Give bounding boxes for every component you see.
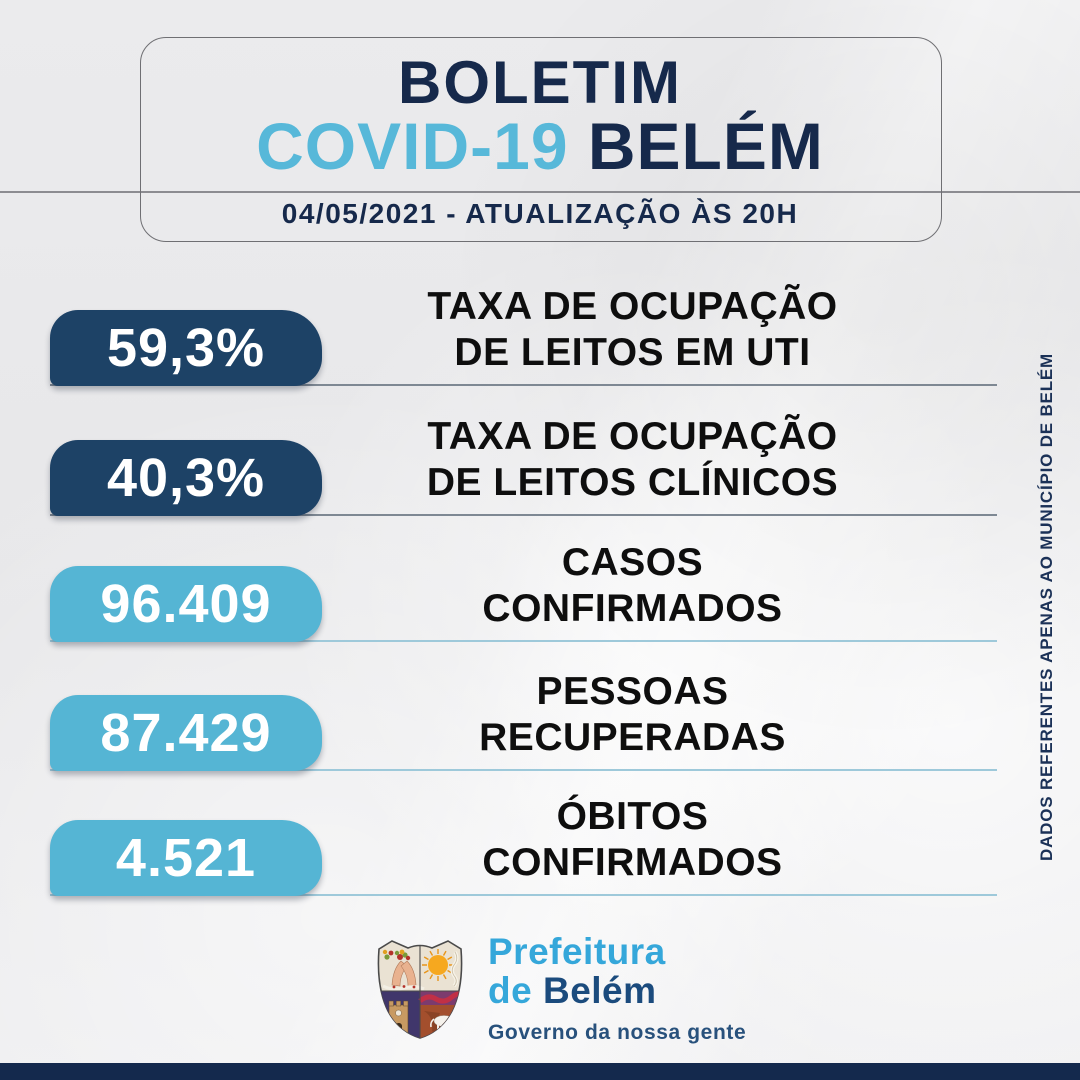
stat-label-line2: DE LEITOS EM UTI (454, 331, 811, 374)
stat-value-pill: 87.429 (50, 695, 322, 771)
footer: Prefeitura de Belém Governo da nossa gen… (0, 925, 1080, 1063)
stat-label-line2: CONFIRMADOS (482, 587, 783, 630)
belem-coat-of-arms-icon (377, 940, 463, 1039)
stat-value: 96.409 (100, 574, 272, 634)
title-covid: COVID-19 (256, 109, 569, 183)
bulletin-title: BOLETIM COVID-19 BELÉM (140, 37, 940, 180)
update-date: 04/05/2021 - ATUALIZAÇÃO ÀS 20H (281, 198, 799, 229)
stat-value-pill: 59,3% (50, 310, 322, 386)
stat-label-line2: RECUPERADAS (479, 716, 786, 759)
title-line2: COVID-19 BELÉM (140, 113, 940, 179)
bottom-navy-bar (0, 1063, 1080, 1080)
stat-row-recuperadas: 87.429 PESSOAS RECUPERADAS (0, 670, 1080, 795)
stat-value-pill: 4.521 (50, 820, 322, 896)
stat-label-line1: TAXA DE OCUPAÇÃO (427, 415, 838, 458)
side-note: DADOS REFERENTES APENAS AO MUNICÍPIO DE … (1037, 353, 1056, 861)
logo-slogan: Governo da nossa gente (488, 1021, 747, 1044)
stat-row-obitos: 4.521 ÓBITOS CONFIRMADOS (0, 795, 1080, 920)
stat-row-uti: 59,3% TAXA DE OCUPAÇÃO DE LEITOS EM UTI (0, 285, 1080, 410)
row-underline (50, 640, 997, 642)
stat-label: CASOS CONFIRMADOS (375, 540, 890, 632)
row-underline (50, 514, 997, 516)
stat-value: 40,3% (106, 448, 266, 508)
stat-label-line1: PESSOAS (536, 670, 729, 713)
logo-city: Belém (542, 970, 657, 1011)
stat-label-line2: DE LEITOS CLÍNICOS (426, 461, 839, 504)
row-underline (50, 384, 997, 386)
stat-value: 4.521 (115, 828, 257, 888)
stat-value: 87.429 (100, 703, 272, 763)
stat-label-line1: TAXA DE OCUPAÇÃO (427, 285, 838, 328)
stat-label-line2: CONFIRMADOS (482, 841, 783, 884)
header-divider-line (0, 191, 1080, 193)
prefeitura-logo-text: Prefeitura de Belém Governo da nossa gen… (488, 933, 746, 1045)
stat-label: PESSOAS RECUPERADAS (375, 669, 890, 761)
title-line1: BOLETIM (398, 49, 682, 116)
logo-line2: de Belém (488, 971, 746, 1011)
row-underline (50, 894, 997, 896)
stat-label-line1: CASOS (561, 541, 704, 584)
stat-row-casos: 96.409 CASOS CONFIRMADOS (0, 541, 1080, 666)
stat-label-line1: ÓBITOS (556, 795, 709, 838)
logo-line1: Prefeitura (488, 931, 666, 972)
stat-value-pill: 96.409 (50, 566, 322, 642)
header-card (140, 37, 942, 242)
logo-de: de (488, 970, 543, 1011)
stat-value: 59,3% (106, 318, 266, 378)
stat-value-pill: 40,3% (50, 440, 322, 516)
stat-label: ÓBITOS CONFIRMADOS (375, 794, 890, 886)
title-city: BELÉM (568, 109, 824, 183)
stat-row-leitos-clinicos: 40,3% TAXA DE OCUPAÇÃO DE LEITOS CLÍNICO… (0, 415, 1080, 540)
stat-label: TAXA DE OCUPAÇÃO DE LEITOS CLÍNICOS (375, 414, 890, 506)
row-underline (50, 769, 997, 771)
stat-label: TAXA DE OCUPAÇÃO DE LEITOS EM UTI (375, 284, 890, 376)
